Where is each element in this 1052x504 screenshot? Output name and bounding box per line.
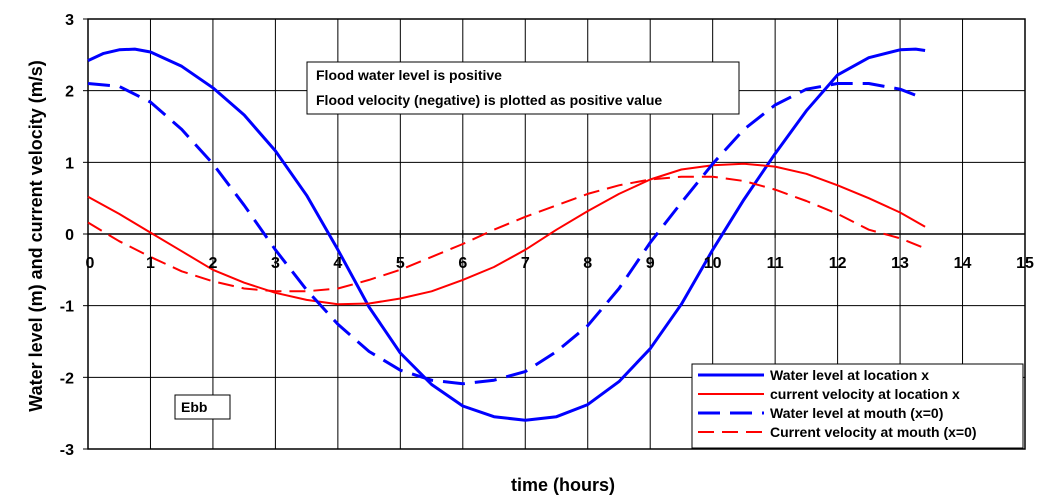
y-tick-label-2: -1 [60, 299, 74, 316]
x-tick-label-11: 11 [767, 255, 784, 272]
x-tick-label-15: 15 [1016, 255, 1034, 272]
ebb-label-box: Ebb [174, 394, 231, 420]
x-tick-label-13: 13 [891, 255, 909, 272]
legend-label-0: Water level at location x [770, 367, 929, 383]
series-group [87, 47, 926, 422]
legend: Water level at location x current velocit… [691, 363, 1024, 449]
legend-label-2: Water level at mouth (x=0) [770, 405, 943, 421]
x-tick-label-9: 9 [646, 255, 655, 272]
x-tick-label-10: 10 [704, 255, 722, 272]
annotation-line-2: Flood velocity (negative) is plotted as … [316, 92, 662, 108]
x-tick-label-5: 5 [396, 255, 405, 272]
y-tick-label-3: 0 [65, 227, 74, 244]
x-tick-label-0: 0 [86, 255, 95, 272]
annotation-box: Flood water level is positive Flood velo… [306, 61, 740, 115]
y-tick-label-6: 3 [65, 12, 74, 29]
x-tick-label-7: 7 [521, 255, 530, 272]
x-axis-title: time (hours) [511, 475, 615, 495]
series-line-3 [87, 175, 926, 293]
series-line-2 [87, 82, 920, 386]
x-tick-label-14: 14 [954, 255, 972, 272]
y-axis-title: Water level (m) and current velocity (m/… [26, 60, 46, 411]
x-tick-label-2: 2 [208, 255, 217, 272]
y-tick-labels: -3 -2 -1 0 1 2 3 [60, 12, 74, 459]
y-tick-label-5: 2 [65, 84, 74, 101]
x-tick-label-1: 1 [146, 255, 155, 272]
ebb-label: Ebb [181, 399, 207, 415]
legend-label-1: current velocity at location x [770, 386, 960, 402]
y-tick-label-0: -3 [60, 442, 74, 459]
series-line-0 [87, 47, 926, 422]
x-tick-label-12: 12 [829, 255, 847, 272]
x-tick-label-6: 6 [458, 255, 467, 272]
series-line-1 [87, 162, 926, 306]
x-tick-labels: 0 1 2 3 4 5 6 7 8 9 10 11 12 13 14 15 [86, 255, 1034, 272]
legend-label-3: Current velocity at mouth (x=0) [770, 424, 977, 440]
y-tick-label-4: 1 [65, 155, 74, 172]
y-tick-label-1: -2 [60, 370, 74, 387]
x-tick-label-3: 3 [271, 255, 280, 272]
annotation-line-1: Flood water level is positive [316, 67, 502, 83]
zero-line [83, 18, 1026, 450]
x-tick-label-4: 4 [333, 255, 342, 272]
x-tick-label-8: 8 [583, 255, 592, 272]
